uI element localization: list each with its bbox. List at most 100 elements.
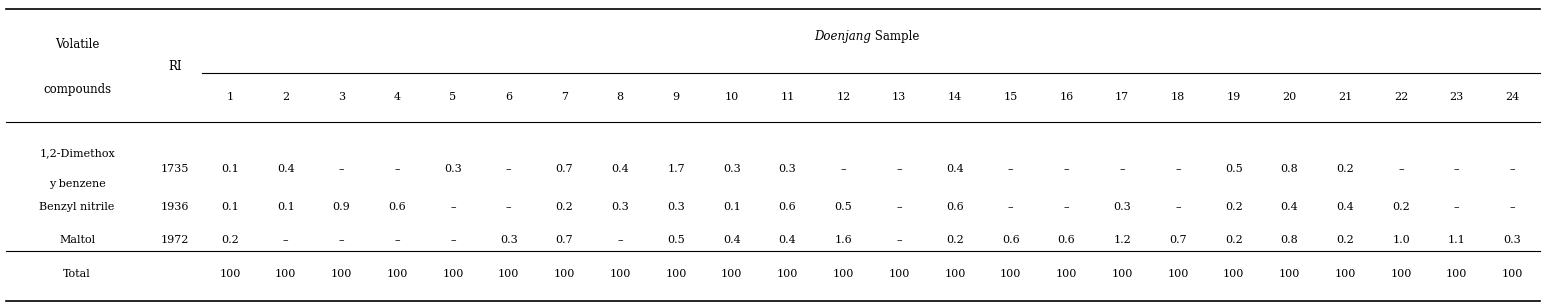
Text: 0.8: 0.8 <box>1280 235 1298 245</box>
Text: 0.6: 0.6 <box>779 202 797 212</box>
Text: –: – <box>617 235 623 245</box>
Text: 0.2: 0.2 <box>221 235 239 245</box>
Text: 100: 100 <box>1278 269 1300 278</box>
Text: 0.6: 0.6 <box>1002 235 1019 245</box>
Text: Doenjang: Doenjang <box>814 30 871 43</box>
Text: 1.1: 1.1 <box>1448 235 1466 245</box>
Text: 1.2: 1.2 <box>1113 235 1132 245</box>
Text: 100: 100 <box>944 269 965 278</box>
Text: 7: 7 <box>561 92 567 102</box>
Text: 8: 8 <box>617 92 625 102</box>
Text: 1.0: 1.0 <box>1392 235 1409 245</box>
Text: 5: 5 <box>449 92 456 102</box>
Text: 1.6: 1.6 <box>834 235 853 245</box>
Text: –: – <box>1399 164 1403 174</box>
Text: 0.2: 0.2 <box>1392 202 1409 212</box>
Text: 0.3: 0.3 <box>723 164 740 174</box>
Text: 23: 23 <box>1449 92 1463 102</box>
Text: 0.7: 0.7 <box>555 164 574 174</box>
Text: –: – <box>506 164 512 174</box>
Text: 0.3: 0.3 <box>1113 202 1132 212</box>
Text: 11: 11 <box>780 92 794 102</box>
Text: 100: 100 <box>888 269 910 278</box>
Text: Total: Total <box>63 269 91 278</box>
Text: –: – <box>339 164 344 174</box>
Text: –: – <box>1175 202 1181 212</box>
Text: 0.4: 0.4 <box>723 235 740 245</box>
Text: 17: 17 <box>1115 92 1129 102</box>
Text: 100: 100 <box>833 269 854 278</box>
Text: 0.1: 0.1 <box>276 202 295 212</box>
Text: 0.1: 0.1 <box>723 202 740 212</box>
Text: 0.5: 0.5 <box>1224 164 1243 174</box>
Text: 1735: 1735 <box>160 164 190 174</box>
Text: 20: 20 <box>1283 92 1297 102</box>
Text: 0.4: 0.4 <box>1280 202 1298 212</box>
Text: –: – <box>1510 202 1516 212</box>
Text: 1972: 1972 <box>160 235 190 245</box>
Text: –: – <box>1064 164 1069 174</box>
Text: 12: 12 <box>836 92 851 102</box>
Text: –: – <box>896 202 902 212</box>
Text: 14: 14 <box>948 92 962 102</box>
Text: –: – <box>506 202 512 212</box>
Text: 0.1: 0.1 <box>221 202 239 212</box>
Text: 100: 100 <box>1446 269 1468 278</box>
Text: 0.4: 0.4 <box>779 235 797 245</box>
Text: –: – <box>1454 202 1460 212</box>
Text: –: – <box>1119 164 1126 174</box>
Text: –: – <box>840 164 847 174</box>
Text: 100: 100 <box>1112 269 1133 278</box>
Text: 100: 100 <box>999 269 1021 278</box>
Text: –: – <box>1008 164 1013 174</box>
Text: 0.4: 0.4 <box>611 164 629 174</box>
Text: 100: 100 <box>219 269 241 278</box>
Text: –: – <box>339 235 344 245</box>
Text: 0.1: 0.1 <box>221 164 239 174</box>
Text: 1.7: 1.7 <box>668 164 685 174</box>
Text: y benzene: y benzene <box>49 179 105 189</box>
Text: 1,2-Dimethox: 1,2-Dimethox <box>39 149 116 158</box>
Text: Benzyl nitrile: Benzyl nitrile <box>40 202 114 212</box>
Text: 100: 100 <box>443 269 464 278</box>
Text: 100: 100 <box>1391 269 1412 278</box>
Text: –: – <box>395 164 399 174</box>
Text: Maltol: Maltol <box>59 235 96 245</box>
Text: 0.5: 0.5 <box>668 235 685 245</box>
Text: 0.7: 0.7 <box>555 235 574 245</box>
Text: –: – <box>896 235 902 245</box>
Text: 0.3: 0.3 <box>668 202 685 212</box>
Text: 0.3: 0.3 <box>500 235 518 245</box>
Text: 0.4: 0.4 <box>945 164 964 174</box>
Text: 0.7: 0.7 <box>1169 235 1187 245</box>
Text: –: – <box>1064 202 1069 212</box>
Text: –: – <box>896 164 902 174</box>
Text: 1: 1 <box>227 92 233 102</box>
Text: 3: 3 <box>338 92 345 102</box>
Text: 9: 9 <box>672 92 680 102</box>
Text: 0.3: 0.3 <box>779 164 797 174</box>
Text: –: – <box>1454 164 1460 174</box>
Text: 100: 100 <box>1056 269 1078 278</box>
Text: –: – <box>1510 164 1516 174</box>
Text: compounds: compounds <box>43 83 111 96</box>
Text: –: – <box>1008 202 1013 212</box>
Text: –: – <box>282 235 288 245</box>
Text: 100: 100 <box>387 269 409 278</box>
Text: 100: 100 <box>1334 269 1355 278</box>
Text: 0.2: 0.2 <box>1224 235 1243 245</box>
Text: 2: 2 <box>282 92 290 102</box>
Text: 10: 10 <box>725 92 739 102</box>
Text: 100: 100 <box>274 269 296 278</box>
Text: 0.6: 0.6 <box>1058 235 1075 245</box>
Text: 19: 19 <box>1226 92 1241 102</box>
Text: 1936: 1936 <box>160 202 190 212</box>
Text: 4: 4 <box>393 92 401 102</box>
Text: 22: 22 <box>1394 92 1408 102</box>
Text: 0.4: 0.4 <box>1337 202 1354 212</box>
Text: 0.5: 0.5 <box>834 202 853 212</box>
Text: 100: 100 <box>722 269 743 278</box>
Text: 100: 100 <box>1502 269 1523 278</box>
Text: 0.3: 0.3 <box>611 202 629 212</box>
Text: 0.9: 0.9 <box>333 202 350 212</box>
